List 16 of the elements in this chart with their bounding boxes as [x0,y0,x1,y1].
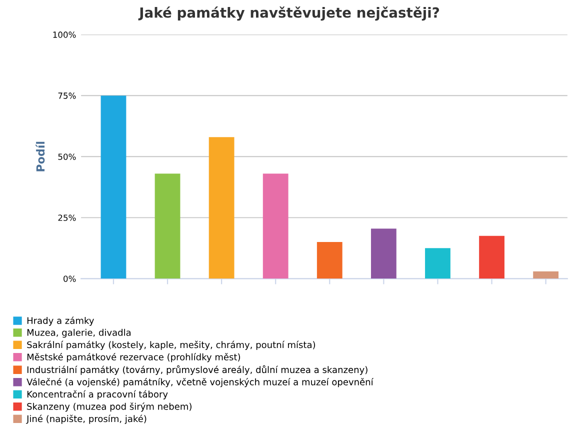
legend-label: Muzea, galerie, divadla [27,328,131,338]
legend-label: Válečné (a vojenské) památníky, včetně vojenských muzeí a muzeí opevnění [26,378,374,388]
y-tick-label: 75% [58,92,76,99]
chart-title: Jaké památky navštěvujete nejčastěji? [138,6,440,21]
legend-label: Městské památkové rezervace (prohlídky měst) [27,353,240,362]
y-tick-label: 100% [53,32,76,38]
legend-label: Sakrální památky (kostely, kaple, mešity, chrámy, poutní místa) [27,340,316,350]
y-axis-title: Podíl [36,142,45,172]
y-tick-label: 0% [64,276,76,282]
legend-label: Industriální památky (továrny, průmyslové areály, důlní muzea a skanzeny) [27,365,368,375]
legend-label: Jiné (napište, prosím, jaké) [26,414,146,424]
legend-label: Koncentrační a pracovní tábory [27,390,168,400]
legend-label: Skanzeny (muzea pod širým nebem) [27,402,192,412]
y-tick-label: 25% [58,214,76,221]
y-tick-label: 50% [58,154,76,160]
legend-label: Hrady a zámky [27,316,94,326]
